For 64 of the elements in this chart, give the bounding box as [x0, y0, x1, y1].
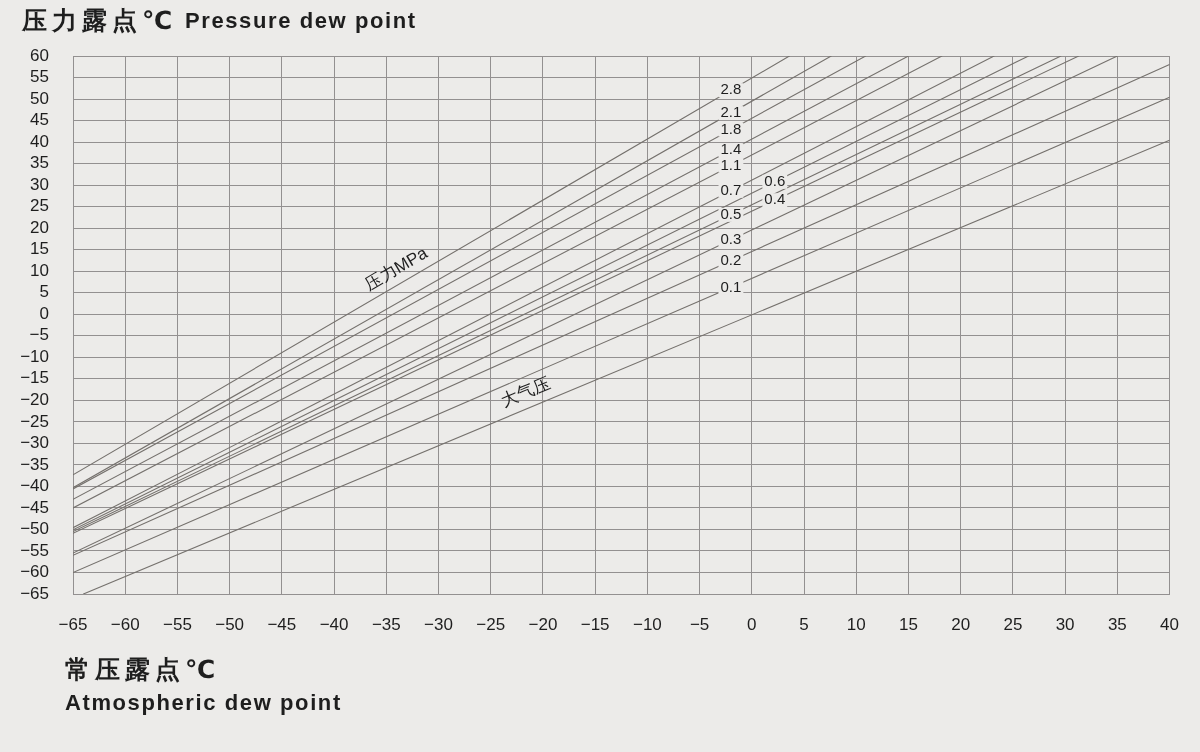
x-tick-label: −10 — [632, 614, 662, 634]
x-tick-label: −15 — [580, 614, 610, 634]
x-tick-label: 5 — [799, 614, 809, 634]
y-tick-label: 50 — [30, 88, 49, 108]
y-tick-label: −15 — [20, 368, 49, 388]
x-tick-label: 10 — [846, 614, 866, 634]
x-axis-title: 常压露点℃ Atmospheric dew point — [65, 655, 342, 716]
x-tick-label: 25 — [1003, 614, 1023, 634]
y-axis-title: 压力露点℃ Pressure dew point — [22, 6, 417, 35]
y-tick-label: 40 — [30, 131, 49, 151]
series-label: 1.8 — [720, 119, 742, 137]
y-tick-label: 15 — [30, 239, 49, 259]
x-tick-label: −55 — [163, 614, 192, 634]
y-tick-label: −45 — [20, 497, 49, 517]
x-tick-label: −20 — [528, 614, 558, 634]
x-tick-label: −25 — [476, 614, 506, 634]
y-tick-label: 60 — [30, 45, 49, 65]
x-tick-label: −50 — [215, 614, 245, 634]
y-tick-label: −30 — [20, 433, 49, 453]
series-label: 1.1 — [720, 155, 742, 173]
y-tick-label: −10 — [20, 346, 49, 366]
x-tick-label: −40 — [319, 614, 349, 634]
y-tick-label: −20 — [20, 390, 49, 410]
y-tick-label: −65 — [20, 583, 49, 603]
y-tick-label: 20 — [30, 217, 49, 237]
y-tick-label: 5 — [39, 282, 49, 302]
series-label: 0.6 — [764, 171, 786, 189]
y-tick-label: −50 — [20, 519, 49, 539]
annotation: 压力MPa — [361, 243, 432, 295]
y-tick-label: −35 — [20, 454, 49, 474]
series-label: 0.7 — [720, 180, 742, 198]
x-tick-label: −35 — [371, 614, 401, 634]
y-tick-label: −25 — [20, 411, 49, 431]
x-tick-label: 30 — [1055, 614, 1075, 634]
series-label: 2.8 — [720, 80, 742, 98]
series-label: 0.3 — [720, 230, 742, 248]
y-tick-label: −60 — [20, 562, 49, 582]
x-tick-label: −5 — [689, 614, 710, 634]
y-tick-label: 0 — [39, 303, 49, 323]
y-tick-label: 55 — [30, 67, 49, 87]
y-tick-label: 35 — [30, 153, 49, 173]
x-tick-label: 15 — [899, 614, 918, 634]
x-tick-label: 35 — [1107, 614, 1127, 634]
y-tick-label: −40 — [20, 476, 49, 496]
annotation: 大气压 — [498, 373, 553, 411]
series-label: 0.4 — [764, 190, 786, 208]
series-label: 0.1 — [720, 277, 742, 295]
y-tick-label: 10 — [30, 260, 49, 280]
y-tick-label: 25 — [30, 196, 49, 216]
y-tick-label: −5 — [29, 325, 49, 345]
x-tick-label: 40 — [1160, 614, 1180, 634]
series-label: 0.2 — [720, 251, 742, 269]
x-tick-label: −45 — [267, 614, 297, 634]
series-label: 1.4 — [720, 140, 742, 158]
y-tick-label: −55 — [20, 540, 49, 560]
x-tick-label: 20 — [951, 614, 971, 634]
x-tick-label: −65 — [58, 614, 88, 634]
x-tick-label: −60 — [110, 614, 140, 634]
x-tick-label: 0 — [747, 614, 757, 634]
y-tick-label: 45 — [30, 110, 49, 130]
x-tick-label: −30 — [424, 614, 453, 634]
series-label: 2.1 — [720, 103, 742, 121]
y-tick-label: 30 — [30, 174, 49, 194]
series-label: 0.5 — [720, 205, 742, 223]
